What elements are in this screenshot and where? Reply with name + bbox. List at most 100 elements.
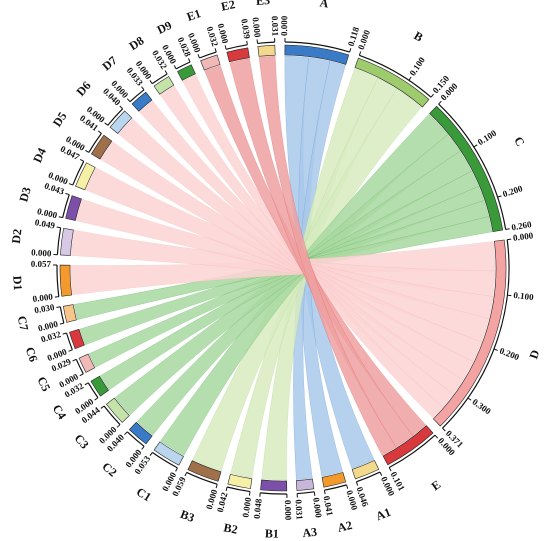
tick-label-b1-1: 0.048 — [252, 498, 264, 520]
arc-axis-b — [359, 54, 432, 98]
tick-mark-a1-0 — [379, 471, 383, 476]
tick-mark-b2-1 — [225, 486, 228, 491]
tick-mark-b-2 — [430, 93, 434, 98]
tick-mark-a2-0 — [346, 484, 349, 489]
arc-segment-a2 — [321, 472, 347, 488]
tick-mark-e-1 — [388, 467, 392, 472]
tick-mark-d6-1 — [119, 105, 123, 110]
arc-axis-b1 — [260, 492, 287, 495]
group-label-e3: E3 — [255, 0, 270, 8]
group-label-c1: C1 — [134, 485, 154, 505]
tick-mark-d5-1 — [97, 130, 102, 134]
tick-label-d2-1: 0.049 — [34, 217, 56, 231]
arc-segment-d2 — [60, 227, 74, 256]
arc-segment-c1 — [153, 441, 184, 466]
group-label-c7: C7 — [15, 315, 32, 332]
tick-mark-c-3 — [505, 228, 510, 230]
tick-mark-d7-0 — [126, 98, 131, 103]
tick-mark-d-3 — [467, 397, 472, 401]
arc-axis-e — [388, 434, 436, 469]
group-label-d3: D3 — [16, 186, 33, 204]
tick-mark-c-0 — [438, 100, 442, 105]
chord-ribbon-d9-d — [182, 74, 444, 419]
arc-axis-c5 — [75, 359, 84, 375]
arc-segment-d3 — [65, 195, 82, 221]
tick-mark-c-1 — [473, 144, 478, 148]
tick-label-b2-1: 0.042 — [215, 491, 230, 514]
tick-label-d-2: 0.200 — [498, 346, 521, 363]
group-label-d1: D1 — [10, 275, 25, 290]
tick-mark-d6-0 — [104, 122, 109, 126]
tick-label-e3-1: 0.031 — [270, 16, 281, 37]
arc-segment-b — [354, 57, 430, 108]
arc-segment-e1 — [200, 54, 221, 71]
tick-mark-c2-0 — [141, 445, 145, 450]
tick-label-d-0: 0.000 — [512, 230, 534, 243]
group-label-c5: C5 — [34, 374, 53, 393]
tick-mark-d4-0 — [68, 183, 73, 186]
tick-label-a3-1: 0.031 — [293, 499, 304, 520]
chord-ribbon-d4-d — [85, 167, 490, 343]
arc-segment-d7 — [131, 91, 153, 112]
tick-mark-a1-1 — [355, 481, 359, 486]
group-label-a1: A1 — [374, 505, 393, 524]
tick-label-a-0: 0.000 — [279, 15, 289, 36]
arc-axis-a1 — [356, 471, 381, 483]
arc-axis-d2 — [56, 227, 62, 255]
chord-ribbon-c2-c — [136, 134, 461, 436]
arc-segment-d4 — [75, 162, 96, 191]
tick-mark-c7-1 — [56, 306, 61, 308]
tick-mark-d-4 — [442, 427, 446, 432]
group-label-d9: D9 — [155, 18, 174, 37]
arc-segment-e — [382, 425, 434, 466]
tick-label-e3-0: 0.000 — [251, 17, 263, 39]
group-label-b1: B1 — [265, 526, 280, 541]
tick-label-a3-0: 0.000 — [311, 497, 324, 519]
group-label-e1: E1 — [185, 6, 203, 24]
arc-axis-c3 — [103, 405, 121, 425]
tick-label-d-3: 0.300 — [470, 397, 493, 417]
chord-ribbon-d6-d — [118, 118, 474, 381]
arc-segment-d9 — [177, 64, 196, 81]
tick-mark-d8-1 — [164, 70, 168, 75]
tick-mark-b-1 — [408, 76, 412, 81]
group-label-d6: D6 — [73, 78, 93, 98]
chord-ribbon-b1-b — [261, 68, 378, 481]
arc-axis-d3 — [62, 194, 70, 218]
arc-segment-d5 — [90, 134, 113, 160]
arc-segment-e3 — [257, 44, 276, 57]
chord-ribbon-d5-d — [100, 141, 482, 362]
tick-mark-d2-1 — [56, 226, 61, 229]
tick-label-d-1: 0.100 — [513, 290, 535, 302]
arc-segment-c5 — [78, 353, 96, 373]
tick-mark-d9-0 — [173, 65, 177, 70]
group-label-a2: A2 — [336, 518, 354, 535]
arc-segment-c6 — [69, 328, 85, 350]
arc-segment-a — [284, 44, 350, 65]
arc-segment-d — [432, 239, 507, 427]
arc-segment-d8 — [153, 76, 175, 95]
group-label-b3: B3 — [178, 507, 196, 525]
tick-label-c7-0: 0.000 — [37, 319, 60, 334]
tick-mark-e2-0 — [224, 45, 227, 50]
chord-ribbon-c5-c — [88, 186, 485, 368]
arc-axis-c7 — [59, 306, 65, 324]
arc-segment-d6 — [109, 110, 133, 134]
tick-label-c7-1: 0.030 — [33, 302, 55, 315]
group-label-b: B — [411, 28, 425, 44]
arc-axis-d — [442, 239, 510, 429]
arc-axis-e3 — [257, 41, 275, 45]
tick-mark-d4-1 — [79, 158, 84, 162]
chord-ribbon-d7-d — [139, 100, 464, 395]
tick-mark-e2-1 — [246, 40, 248, 45]
group-label-a3: A3 — [302, 525, 318, 540]
arc-axis-c1 — [152, 451, 178, 469]
tick-mark-b-0 — [358, 51, 362, 56]
tick-mark-c4-0 — [94, 397, 99, 401]
group-label-d2: D2 — [9, 228, 25, 244]
arc-segment-c2 — [128, 421, 153, 445]
tick-label-d1-0: 0.000 — [32, 291, 54, 304]
chord-ribbon-a2-a — [298, 57, 343, 477]
arc-axis-d1 — [56, 265, 60, 297]
